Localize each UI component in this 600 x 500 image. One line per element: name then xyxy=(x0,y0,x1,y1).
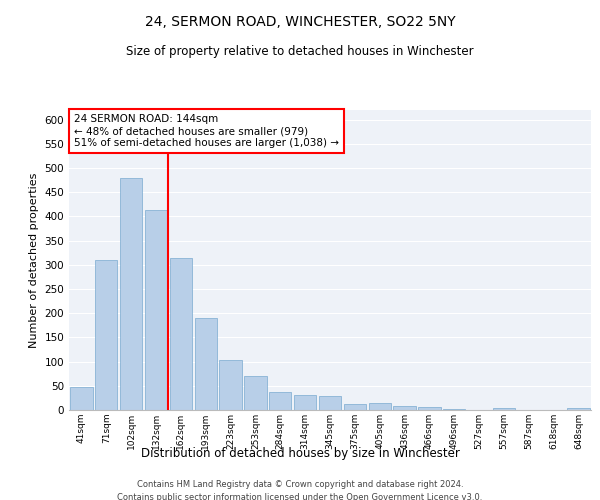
Bar xyxy=(294,394,316,410)
Bar xyxy=(368,403,391,410)
Bar xyxy=(418,407,440,410)
Bar xyxy=(319,396,341,410)
Text: Contains HM Land Registry data © Crown copyright and database right 2024.: Contains HM Land Registry data © Crown c… xyxy=(137,480,463,489)
Bar xyxy=(493,408,515,410)
Text: Size of property relative to detached houses in Winchester: Size of property relative to detached ho… xyxy=(126,45,474,58)
Bar xyxy=(70,388,92,410)
Bar xyxy=(194,318,217,410)
Bar xyxy=(170,258,192,410)
Bar xyxy=(443,408,466,410)
Bar xyxy=(220,360,242,410)
Bar xyxy=(95,260,118,410)
Bar xyxy=(344,404,366,410)
Bar xyxy=(394,406,416,410)
Bar xyxy=(269,392,292,410)
Bar xyxy=(568,408,590,410)
Bar xyxy=(120,178,142,410)
Bar xyxy=(145,210,167,410)
Y-axis label: Number of detached properties: Number of detached properties xyxy=(29,172,39,348)
Text: Contains public sector information licensed under the Open Government Licence v3: Contains public sector information licen… xyxy=(118,492,482,500)
Text: 24 SERMON ROAD: 144sqm
← 48% of detached houses are smaller (979)
51% of semi-de: 24 SERMON ROAD: 144sqm ← 48% of detached… xyxy=(74,114,339,148)
Bar xyxy=(244,376,266,410)
Text: Distribution of detached houses by size in Winchester: Distribution of detached houses by size … xyxy=(140,448,460,460)
Text: 24, SERMON ROAD, WINCHESTER, SO22 5NY: 24, SERMON ROAD, WINCHESTER, SO22 5NY xyxy=(145,15,455,29)
